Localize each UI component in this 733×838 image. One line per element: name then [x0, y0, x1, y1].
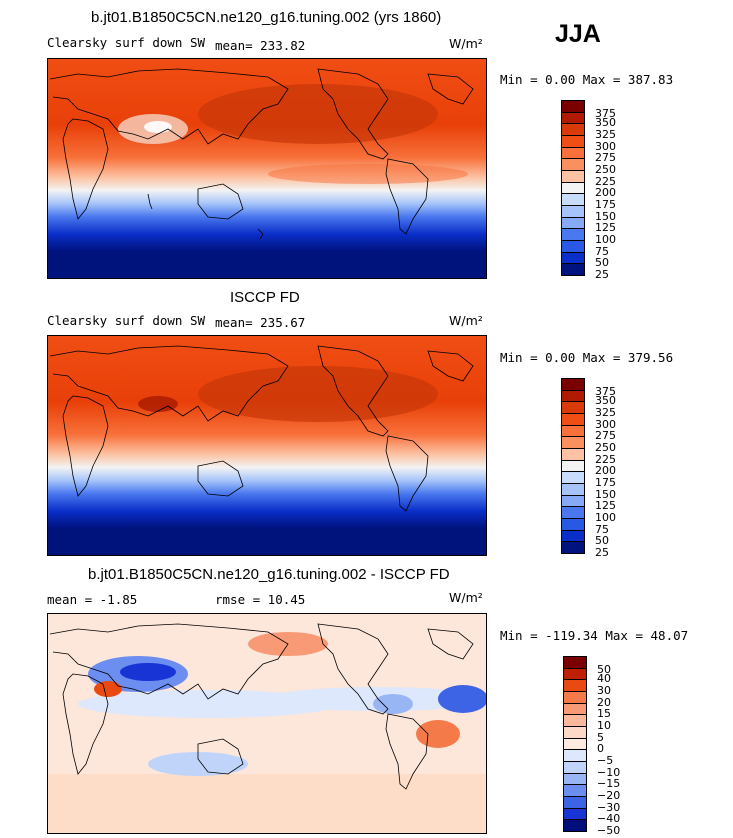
- colorbar-tick-label: −5: [597, 754, 614, 767]
- panel2-coastlines: [49, 345, 474, 512]
- colorbar-tick-label: 0: [597, 742, 604, 756]
- colorbar-tick-label: 25: [595, 268, 609, 281]
- panel3-colorbar: 50 40 30 20 15 10 5 0 −5 −10 −15 −20 −30 −40 −50: [563, 656, 623, 837]
- panel3-range: Min = -119.34 Max = 48.07: [500, 628, 689, 643]
- colorbar-swatch: [561, 541, 585, 554]
- panel2-title: ISCCP FD: [230, 289, 300, 306]
- colorbar-tick-label: −15: [597, 777, 621, 791]
- panel1-colorbar: 375 350 325 300 275 250 225 200 175 150 125 100 75 50…: [561, 100, 621, 281]
- colorbar-tick-label: 300: [595, 417, 616, 431]
- colorbar-swatch: [561, 263, 585, 276]
- colorbar-tick-label: 75: [595, 244, 609, 258]
- colorbar-tick-label: 20: [597, 695, 611, 709]
- colorbar-tick-label: 125: [595, 499, 616, 513]
- panel3-rmse: rmse = 10.45: [215, 592, 306, 607]
- colorbar-tick-label: 150: [595, 209, 616, 223]
- colorbar-tick-label: 50: [597, 662, 611, 676]
- panel1-map: [47, 58, 487, 279]
- colorbar-tick-label: 100: [595, 511, 616, 524]
- panel1-range: Min = 0.00 Max = 387.83: [500, 72, 674, 87]
- colorbar-tick-label: 50: [595, 534, 609, 548]
- colorbar-tick-label: 350: [595, 394, 616, 408]
- colorbar-tick-label: 100: [595, 233, 616, 246]
- colorbar-tick-label: 50: [595, 256, 609, 270]
- panel2-mean: mean= 235.67: [215, 315, 306, 330]
- panel1-variable-label: Clearsky surf down SW: [47, 35, 206, 50]
- colorbar-tick-label: 150: [595, 487, 616, 501]
- colorbar-tick-label: 30: [597, 684, 611, 697]
- model-title: b.jt01.B1850C5CN.ne120_g16.tuning.002 (y…: [91, 9, 442, 26]
- colorbar-tick-label: 40: [597, 672, 611, 686]
- colorbar-tick-label: 25: [595, 546, 609, 559]
- colorbar-tick-label: −40: [597, 812, 621, 826]
- colorbar-tick-label: 275: [595, 151, 616, 165]
- panel3-units: W/m²: [449, 590, 483, 605]
- colorbar-tick-label: 225: [595, 174, 616, 188]
- panel3-mean: mean = -1.85: [47, 592, 138, 607]
- panel1-field-svg: [48, 59, 486, 278]
- colorbar-tick-label: 125: [595, 221, 616, 235]
- panel1-coastlines: [49, 68, 474, 240]
- panel2-field-svg: [48, 336, 486, 555]
- season-label: JJA: [555, 20, 601, 48]
- colorbar-tick-label: −30: [597, 800, 621, 814]
- colorbar-swatch: [563, 819, 587, 832]
- colorbar-tick-label: 375: [595, 384, 616, 398]
- colorbar-tick-label: 275: [595, 429, 616, 443]
- colorbar-tick-label: 75: [595, 522, 609, 536]
- colorbar-tick-label: 10: [597, 719, 611, 732]
- panel3-coastlines: [49, 623, 474, 790]
- panel1-units: W/m²: [449, 36, 483, 51]
- colorbar-tick-label: 375: [595, 106, 616, 120]
- colorbar-tick-label: 250: [595, 163, 616, 176]
- colorbar-tick-label: 5: [597, 730, 604, 744]
- panel2-map: [47, 335, 487, 556]
- colorbar-tick-label: 225: [595, 452, 616, 466]
- colorbar-tick-label: 200: [595, 186, 616, 200]
- panel2-range: Min = 0.00 Max = 379.56: [500, 350, 674, 365]
- colorbar-tick-label: 300: [595, 139, 616, 153]
- colorbar-tick-label: 175: [595, 198, 616, 211]
- colorbar-tick-label: −50: [597, 824, 621, 837]
- colorbar-tick-label: 175: [595, 476, 616, 489]
- panel2-units: W/m²: [449, 313, 483, 328]
- colorbar-tick-label: 200: [595, 464, 616, 478]
- colorbar-tick-label: 325: [595, 128, 616, 141]
- panel2-colorbar: 375 350 325 300 275 250 225 200 175 150 125 100 75 50…: [561, 378, 621, 559]
- panel1-mean: mean= 233.82: [215, 38, 306, 53]
- panel3-map: [47, 613, 487, 834]
- colorbar-tick-label: −20: [597, 789, 621, 802]
- panel3-field-svg: [48, 614, 486, 833]
- panel2-variable-label: Clearsky surf down SW: [47, 313, 206, 328]
- panel3-title: b.jt01.B1850C5CN.ne120_g16.tuning.002 - …: [88, 566, 450, 583]
- colorbar-tick-label: 325: [595, 406, 616, 419]
- colorbar-tick-label: 250: [595, 441, 616, 454]
- colorbar-tick-label: 15: [597, 707, 611, 721]
- colorbar-tick-label: 350: [595, 116, 616, 130]
- colorbar-tick-label: −10: [597, 765, 621, 779]
